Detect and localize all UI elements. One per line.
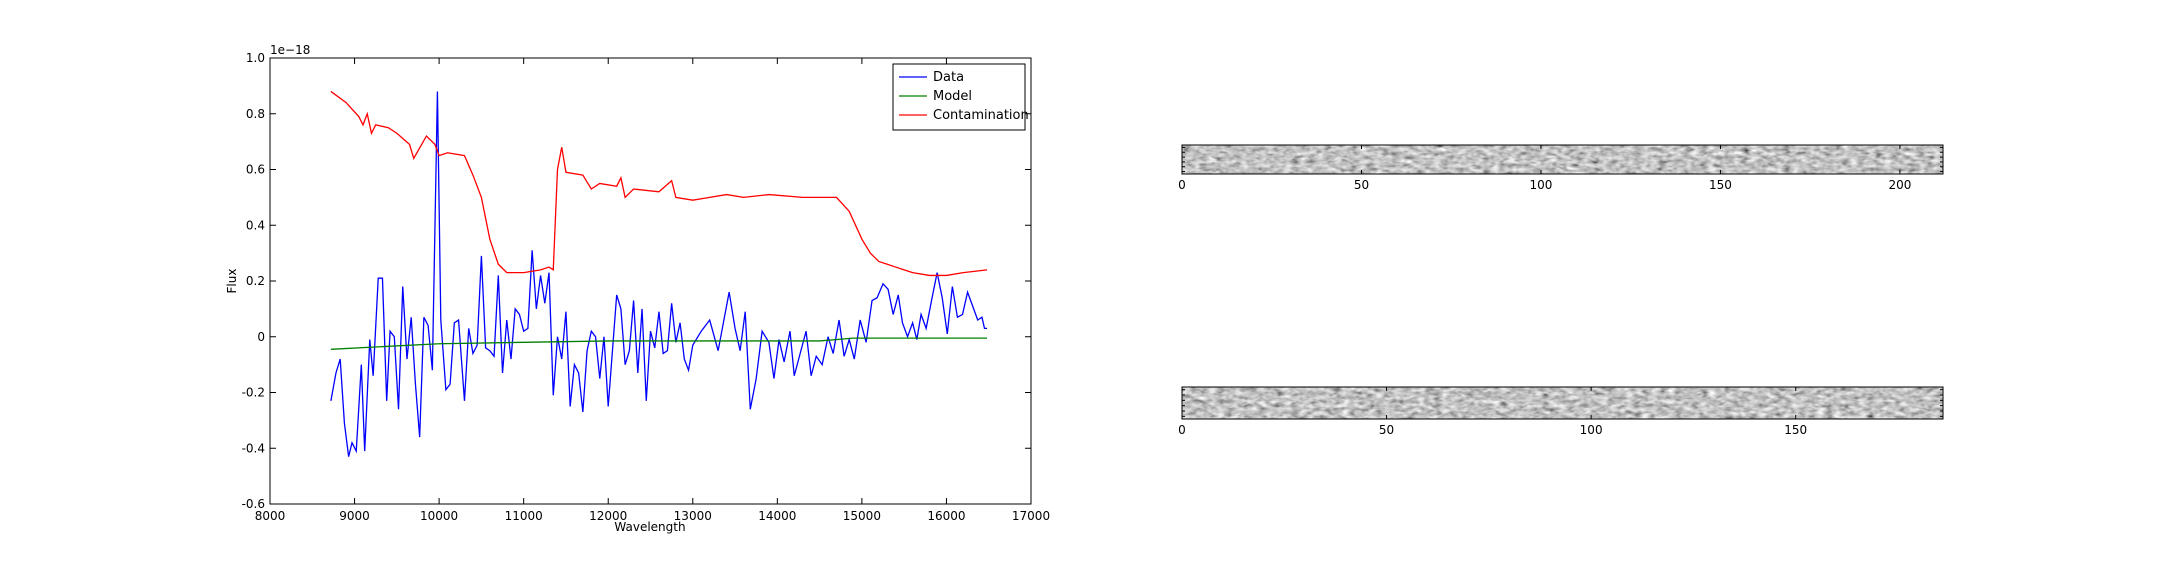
x-tick-label: 0 — [1178, 178, 1186, 192]
legend-label: Contamination — [933, 108, 1029, 123]
y-tick-label: 0.2 — [246, 274, 265, 288]
x-tick-label: 50 — [1354, 178, 1369, 192]
x-tick-label: 17000 — [1012, 509, 1050, 523]
image-panel — [1182, 145, 1943, 174]
image-panel — [1182, 387, 1943, 419]
legend-box — [892, 63, 1026, 131]
x-tick-label: 0 — [1178, 423, 1186, 437]
offset-label: 1e−18 — [270, 43, 310, 57]
x-tick-label: 11000 — [505, 509, 543, 523]
x-tick-label: 8000 — [255, 509, 286, 523]
x-tick-label: 9000 — [339, 509, 370, 523]
x-tick-label: 100 — [1580, 423, 1603, 437]
legend-label: Data — [933, 70, 964, 85]
image-frame — [1181, 386, 1944, 420]
x-tick-label: 14000 — [758, 509, 796, 523]
y-tick-label: -0.2 — [242, 386, 265, 400]
x-tick-label: 100 — [1530, 178, 1553, 192]
legend-label: Model — [933, 89, 972, 104]
x-tick-label: 50 — [1379, 423, 1394, 437]
x-tick-label: 12000 — [589, 509, 627, 523]
x-tick-label: 13000 — [674, 509, 712, 523]
image-frame — [1181, 144, 1944, 175]
y-axis-label: Flux — [225, 269, 239, 294]
x-tick-label: 200 — [1888, 178, 1911, 192]
y-tick-label: 1.0 — [246, 51, 265, 65]
y-tick-label: 0.6 — [246, 163, 265, 177]
y-tick-label: -0.6 — [242, 497, 265, 511]
y-tick-label: -0.4 — [242, 441, 265, 455]
x-tick-label: 16000 — [927, 509, 965, 523]
x-tick-label: 150 — [1784, 423, 1807, 437]
data-line — [330, 90, 988, 277]
x-tick-label: 15000 — [843, 509, 881, 523]
plot-area — [270, 58, 1031, 504]
y-tick-label: 0 — [257, 330, 265, 344]
y-tick-label: 0.4 — [246, 218, 265, 232]
data-line — [330, 91, 988, 457]
data-line — [330, 337, 988, 350]
y-tick-label: 0.8 — [246, 107, 265, 121]
x-tick-label: 150 — [1709, 178, 1732, 192]
x-tick-label: 10000 — [420, 509, 458, 523]
x-axis-label: Wavelength — [614, 520, 685, 534]
